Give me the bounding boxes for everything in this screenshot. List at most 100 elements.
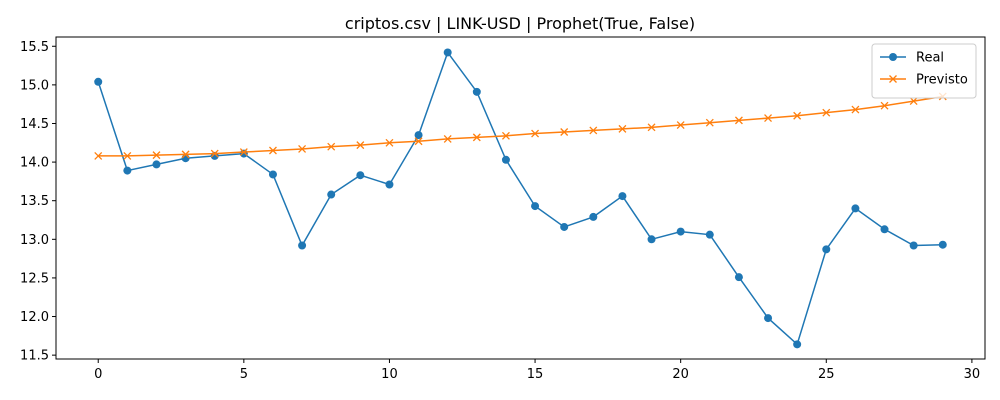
data-point — [152, 160, 161, 169]
plot-area — [94, 48, 947, 349]
marker-stroke — [181, 150, 190, 159]
legend-marker — [889, 53, 897, 61]
data-point — [647, 235, 656, 244]
data-point — [618, 124, 627, 133]
data-point — [94, 151, 103, 160]
plot-frame — [55, 36, 986, 360]
marker-stroke — [880, 101, 889, 110]
data-point — [531, 202, 540, 211]
marker-stroke — [356, 141, 365, 150]
data-point — [210, 149, 219, 158]
x-axis: 0 5 10 15 20 25 30 — [94, 359, 980, 382]
data-point — [676, 121, 685, 129]
data-point — [734, 116, 743, 125]
data-point — [531, 129, 540, 138]
data-point — [472, 133, 481, 142]
series-line — [97, 50, 943, 346]
data-point — [414, 137, 423, 146]
marker-stroke — [385, 138, 394, 147]
legend: Real Previsto — [871, 43, 977, 99]
data-point — [152, 151, 161, 160]
data-point — [181, 154, 190, 163]
data-point — [909, 97, 918, 106]
data-point — [94, 77, 103, 86]
data-point — [385, 180, 394, 189]
marker-stroke — [909, 97, 918, 106]
data-point — [705, 118, 714, 127]
data-point — [676, 227, 685, 236]
data-point — [560, 128, 569, 136]
marker-stroke — [123, 151, 132, 160]
y-tick-label: 14.0 — [20, 156, 49, 171]
data-point — [269, 146, 277, 155]
series-previsto — [94, 92, 947, 160]
marker-stroke — [589, 126, 598, 135]
data-point — [822, 108, 831, 117]
series-line — [98, 95, 943, 157]
data-point — [385, 138, 394, 147]
chart-title: criptos.csv | LINK-USD | Prophet(True, F… — [345, 14, 695, 33]
marker-stroke — [618, 124, 627, 133]
marker-stroke — [152, 151, 161, 160]
data-point — [880, 225, 889, 234]
marker-stroke — [764, 114, 772, 123]
data-point — [268, 170, 277, 179]
y-tick-label: 15.0 — [20, 78, 49, 93]
data-point — [123, 166, 132, 175]
y-tick-label: 13.0 — [20, 233, 49, 248]
y-tick-label: 11.5 — [20, 349, 49, 364]
marker-stroke — [94, 151, 103, 160]
marker-stroke — [647, 123, 656, 132]
marker-stroke — [705, 118, 714, 127]
data-point — [298, 145, 307, 153]
marker-stroke — [822, 108, 831, 117]
data-point — [938, 240, 947, 249]
marker-stroke — [531, 129, 540, 138]
marker-stroke — [793, 111, 802, 120]
data-point — [618, 192, 627, 201]
marker-stroke — [414, 137, 423, 146]
data-point — [764, 114, 772, 123]
x-tick-label: 15 — [527, 367, 544, 382]
data-point — [356, 141, 365, 150]
legend-item-previsto: Previsto — [880, 73, 968, 88]
data-point — [647, 123, 656, 132]
data-point — [327, 190, 336, 199]
data-point — [181, 150, 190, 159]
data-point — [909, 241, 918, 250]
data-point — [356, 171, 365, 180]
data-point — [734, 273, 743, 282]
data-point — [822, 245, 831, 254]
marker-stroke — [210, 149, 219, 158]
series-real — [94, 48, 947, 349]
x-tick-label: 10 — [381, 367, 398, 382]
y-tick-label: 14.5 — [20, 117, 49, 132]
marker-stroke — [269, 146, 277, 155]
marker-stroke — [501, 131, 510, 140]
x-tick-label: 25 — [818, 367, 835, 382]
data-point — [443, 134, 452, 143]
data-point — [239, 149, 248, 158]
legend-marker — [889, 75, 897, 83]
data-point — [239, 148, 248, 157]
data-point — [793, 111, 802, 120]
marker-stroke — [560, 128, 569, 136]
data-point — [764, 314, 773, 323]
y-tick-label: 13.5 — [20, 194, 49, 209]
legend-item-real: Real — [880, 51, 944, 66]
data-point — [851, 105, 860, 114]
marker-stroke — [734, 116, 743, 125]
data-point — [472, 87, 481, 96]
marker-stroke — [298, 145, 307, 153]
y-tick-label: 12.5 — [20, 271, 49, 286]
x-tick-label: 0 — [94, 367, 102, 382]
data-point — [589, 212, 598, 221]
marker-stroke — [327, 142, 336, 151]
data-point — [501, 155, 510, 164]
marker-stroke — [443, 134, 452, 143]
legend-label: Real — [916, 51, 944, 66]
data-point — [793, 340, 802, 349]
data-point — [123, 151, 132, 160]
marker-stroke — [676, 121, 685, 129]
